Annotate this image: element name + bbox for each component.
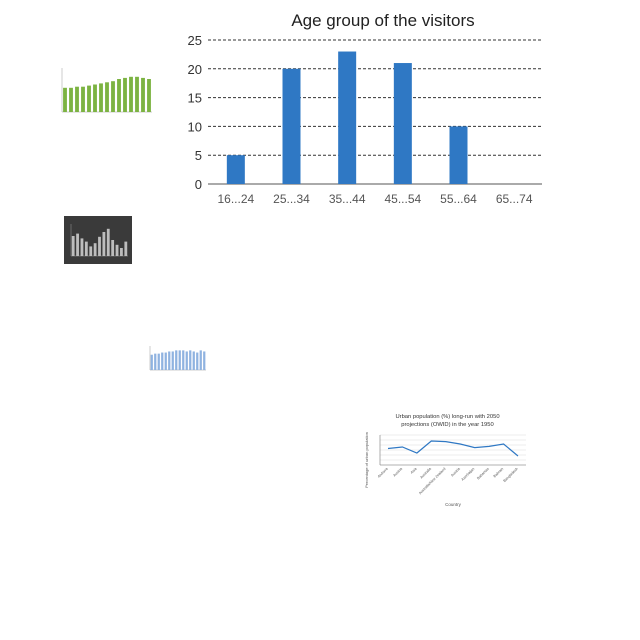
bar <box>80 238 84 256</box>
bar <box>93 243 97 256</box>
age-group-chart: Age group of the visitors 0 5 10 15 20 25 16..… <box>180 0 550 215</box>
bar <box>203 351 206 370</box>
x-tick-label: Andorra <box>377 467 389 479</box>
bar <box>111 240 115 256</box>
bar <box>185 351 188 370</box>
series-line <box>387 440 519 457</box>
bar <box>84 241 88 256</box>
bar-45-54 <box>393 63 412 184</box>
blue-bar-chart-svg <box>149 346 206 371</box>
x-tick-label: 16...24 <box>217 192 254 206</box>
x-tick-label: 45...54 <box>384 192 421 206</box>
x-tick-label: Azerbaijan <box>461 467 476 482</box>
bar <box>102 232 106 256</box>
x-tick-label: Bahamas <box>476 467 490 481</box>
x-tick-label: 65...74 <box>496 192 533 206</box>
chart-title: Age group of the visitors <box>291 11 474 30</box>
urban-population-chart-svg: Urban population (%) long-run with 2050 p… <box>364 414 526 507</box>
y-tick-label: 20 <box>188 62 202 77</box>
bar <box>106 228 110 256</box>
bar <box>129 76 133 112</box>
urban-population-chart: Urban population (%) long-run with 2050 p… <box>360 410 535 515</box>
bar <box>71 236 75 256</box>
bar <box>76 233 79 256</box>
x-tick-label: Austria <box>392 467 403 478</box>
bar-35-44 <box>338 51 357 184</box>
bar <box>117 79 121 112</box>
y-tick-label: 25 <box>188 33 202 48</box>
y-axis-label: Percentage of urban population <box>364 432 369 488</box>
bar <box>171 351 174 370</box>
green-bar-chart-thumbnail <box>52 60 156 122</box>
x-tick-label: 25...34 <box>273 192 310 206</box>
bar <box>154 353 157 370</box>
bar <box>81 86 85 112</box>
bar <box>175 350 178 370</box>
y-tick-label: 5 <box>195 148 202 163</box>
x-tick-label: Asia <box>410 467 418 475</box>
bar <box>199 350 202 370</box>
green-bar-chart-svg <box>61 68 152 113</box>
bar <box>87 85 91 112</box>
dark-bar-chart-svg <box>64 216 132 264</box>
bar <box>182 350 185 370</box>
x-axis-label: Country <box>445 502 462 507</box>
bar <box>135 76 139 112</box>
bar <box>123 77 127 112</box>
bar-16-24 <box>226 155 245 184</box>
y-tick-label: 0 <box>195 177 202 192</box>
chart-title: projections (OWID) in the year 1950 <box>401 422 493 428</box>
bar <box>111 81 115 112</box>
bar <box>75 86 79 112</box>
bar <box>192 351 195 370</box>
blue-bar-chart-thumbnail <box>138 340 208 378</box>
x-tick-label: Bangladesh <box>502 467 518 483</box>
bar <box>141 77 145 112</box>
bar <box>105 82 109 112</box>
x-tick-label: Australia <box>419 467 432 480</box>
bar <box>150 354 153 370</box>
bar <box>189 350 192 370</box>
bar <box>115 244 119 256</box>
bar <box>93 84 97 112</box>
chart-title: Urban population (%) long-run with 2050 <box>395 414 499 420</box>
bar <box>164 352 167 370</box>
bar-25-34 <box>282 68 301 184</box>
x-tick-label: Austria <box>450 467 461 478</box>
bar <box>98 236 101 256</box>
bar <box>161 352 164 370</box>
bar <box>89 246 93 256</box>
bar <box>168 351 171 370</box>
x-tick-label: Bahrain <box>493 467 505 479</box>
y-tick-label: 10 <box>188 119 202 134</box>
bar <box>63 87 67 112</box>
bar <box>147 79 151 112</box>
bar-55-64 <box>449 126 468 184</box>
y-tick-label: 15 <box>188 91 202 106</box>
bar <box>196 352 199 370</box>
bar <box>157 353 160 370</box>
x-tick-label: Australia/New Zealand <box>418 467 446 495</box>
x-tick-label: 35...44 <box>329 192 366 206</box>
x-tick-label: 55...64 <box>440 192 477 206</box>
bar <box>69 87 73 112</box>
bar <box>120 248 123 256</box>
age-group-chart-svg: Age group of the visitors 0 5 10 15 20 25 16..… <box>188 11 542 206</box>
bar <box>99 83 103 112</box>
bar <box>124 241 128 256</box>
bar <box>178 350 181 370</box>
dark-bar-chart-thumbnail <box>64 216 132 264</box>
